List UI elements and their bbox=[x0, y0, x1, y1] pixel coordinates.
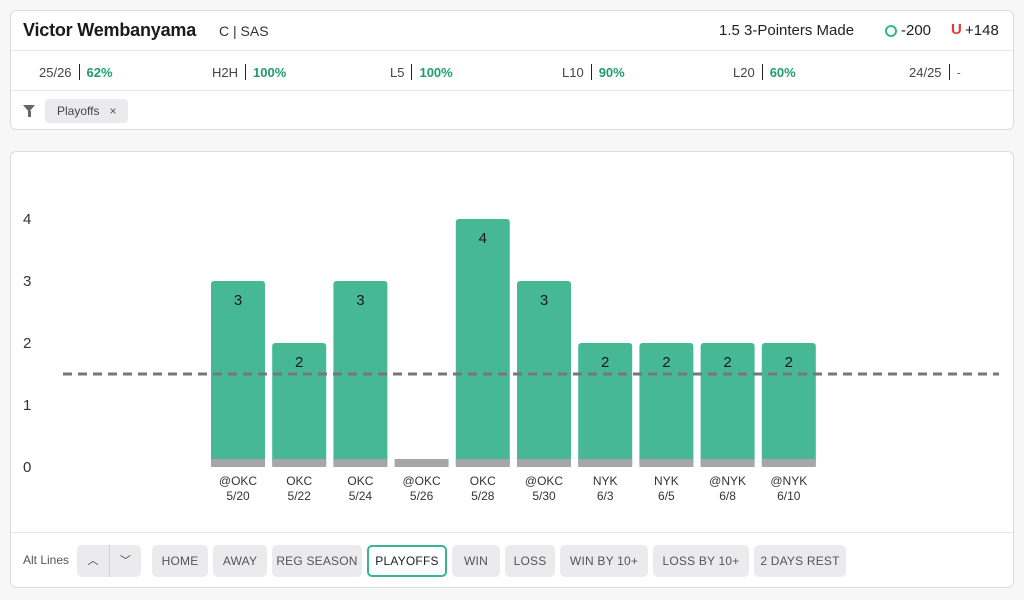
bar bbox=[333, 281, 388, 467]
tab-playoffs[interactable]: PLAYOFFS bbox=[367, 545, 447, 577]
filter-funnel-icon[interactable] bbox=[23, 105, 35, 117]
bar-value-label: 2 bbox=[785, 354, 793, 371]
under-u-icon[interactable]: U bbox=[951, 21, 962, 38]
x-tick-date: 5/24 bbox=[349, 489, 373, 503]
bar-baseline bbox=[700, 459, 755, 467]
chart-controls: Alt Lines ︿ ﹀ HOME AWAY REG SEASON PLAYOFFS… bbox=[11, 532, 1013, 589]
x-tick-opponent: @NYK bbox=[709, 474, 746, 488]
game-log-bar-chart: 012343@OKC5/202OKC5/223OKC5/24@OKC5/264O… bbox=[23, 211, 999, 503]
filter-row: Playoffs × bbox=[11, 91, 1013, 131]
bar bbox=[455, 219, 510, 467]
stat-h2h: H2H 100% bbox=[212, 64, 287, 80]
tab-loss[interactable]: LOSS bbox=[505, 545, 555, 577]
prop-header: Victor Wembanyama C | SAS 1.5 3-Pointers… bbox=[11, 11, 1013, 51]
bar-baseline bbox=[639, 459, 694, 467]
tab-loss-by-10[interactable]: LOSS BY 10+ bbox=[653, 545, 749, 577]
y-tick-label: 1 bbox=[23, 397, 31, 414]
bar-baseline bbox=[761, 459, 816, 467]
bar-value-label: 2 bbox=[601, 354, 609, 371]
x-tick-opponent: OKC bbox=[286, 474, 312, 488]
player-position-team: C | SAS bbox=[219, 23, 269, 39]
bar-baseline bbox=[211, 459, 265, 467]
tab-home[interactable]: HOME bbox=[152, 545, 208, 577]
x-tick-opponent: @OKC bbox=[219, 474, 258, 488]
bar-value-label: 2 bbox=[295, 354, 303, 371]
bar-value-label: 3 bbox=[540, 292, 548, 309]
stat-l5: L5 100% bbox=[390, 64, 453, 80]
alt-lines-stepper: ︿ ﹀ bbox=[77, 545, 141, 577]
bar-baseline bbox=[578, 459, 633, 467]
stat-last-season: 24/25- bbox=[909, 64, 961, 80]
y-tick-label: 0 bbox=[23, 459, 31, 476]
bar-baseline bbox=[272, 459, 327, 467]
over-circle-icon[interactable] bbox=[885, 25, 897, 37]
bar-value-label: 2 bbox=[723, 354, 731, 371]
x-tick-date: 6/10 bbox=[777, 489, 801, 503]
x-tick-date: 6/8 bbox=[719, 489, 736, 503]
bar-baseline bbox=[517, 459, 571, 467]
bar-baseline bbox=[394, 459, 449, 467]
x-tick-opponent: @OKC bbox=[525, 474, 564, 488]
close-icon[interactable]: × bbox=[109, 104, 117, 118]
filter-chip-playoffs[interactable]: Playoffs × bbox=[45, 99, 129, 123]
y-tick-label: 3 bbox=[23, 273, 31, 290]
under-odds[interactable]: +148 bbox=[965, 22, 999, 39]
prop-label: 1.5 3-Pointers Made bbox=[719, 22, 855, 39]
bar-value-label: 2 bbox=[662, 354, 670, 371]
x-tick-opponent: @OKC bbox=[403, 474, 442, 488]
x-tick-opponent: OKC bbox=[470, 474, 496, 488]
hit-rate-stats: 25/26 62% H2H 100% L5 100% L10 90% L20 60% 24… bbox=[11, 51, 1013, 91]
bar-baseline bbox=[333, 459, 388, 467]
stat-l10: L10 90% bbox=[562, 64, 625, 80]
x-tick-date: 5/28 bbox=[471, 489, 495, 503]
bar-value-label: 3 bbox=[356, 292, 364, 309]
bar bbox=[272, 343, 327, 467]
stat-season: 25/26 62% bbox=[39, 64, 113, 80]
bar-value-label: 4 bbox=[479, 230, 487, 247]
x-tick-date: 6/3 bbox=[597, 489, 614, 503]
x-tick-opponent: NYK bbox=[593, 474, 618, 488]
x-tick-opponent: @NYK bbox=[770, 474, 807, 488]
stat-l20: L20 60% bbox=[733, 64, 796, 80]
over-odds[interactable]: -200 bbox=[901, 22, 932, 39]
x-tick-date: 5/20 bbox=[226, 489, 250, 503]
x-tick-date: 5/26 bbox=[410, 489, 434, 503]
bar bbox=[211, 281, 265, 467]
y-tick-label: 2 bbox=[23, 335, 31, 352]
bar-value-label: 3 bbox=[234, 292, 242, 309]
tab-2-days-rest[interactable]: 2 DAYS REST bbox=[754, 545, 846, 577]
bar-baseline bbox=[455, 459, 510, 467]
player-prop-card: Victor Wembanyama C | SAS 1.5 3-Pointers… bbox=[10, 10, 1014, 130]
y-tick-label: 4 bbox=[23, 211, 31, 228]
x-tick-date: 5/22 bbox=[288, 489, 312, 503]
player-name: Victor Wembanyama bbox=[23, 20, 197, 40]
x-tick-opponent: NYK bbox=[654, 474, 679, 488]
x-tick-date: 6/5 bbox=[658, 489, 675, 503]
chevron-down-icon[interactable]: ﹀ bbox=[109, 545, 141, 577]
alt-lines-label: Alt Lines bbox=[23, 553, 70, 567]
tab-reg-season[interactable]: REG SEASON bbox=[272, 545, 362, 577]
chevron-up-icon[interactable]: ︿ bbox=[87, 555, 99, 567]
x-tick-opponent: OKC bbox=[347, 474, 373, 488]
game-log-chart-card: 0 1 2 3 4 3 @OKC 5/20 2 OKC 5/22 3 OKC 5/24 @OKC 5/26 4 O… bbox=[10, 151, 1014, 588]
tab-win-by-10[interactable]: WIN BY 10+ bbox=[560, 545, 648, 577]
tab-away[interactable]: AWAY bbox=[213, 545, 267, 577]
x-tick-date: 5/30 bbox=[532, 489, 556, 503]
tab-win[interactable]: WIN bbox=[452, 545, 500, 577]
